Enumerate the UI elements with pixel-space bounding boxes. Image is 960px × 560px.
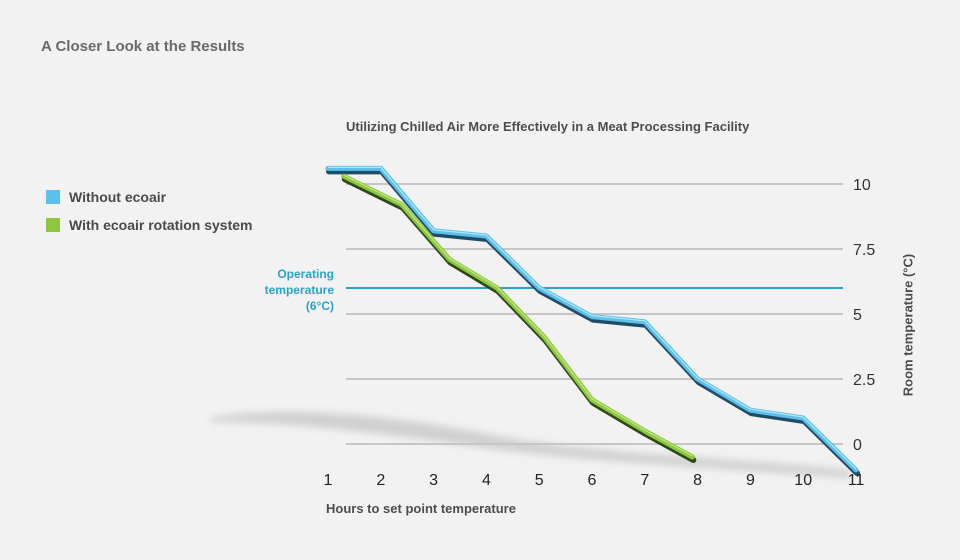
x-tick-label-9: 10: [794, 472, 812, 489]
legend-swatch-without-ecoair: [46, 190, 60, 204]
legend-item-with-ecoair: With ecoair rotation system: [46, 211, 252, 239]
x-tick-label-4: 5: [535, 472, 544, 489]
y-tick-label-0: 0: [853, 437, 862, 454]
x-tick-label-7: 8: [693, 472, 702, 489]
y-tick-label-4: 10: [853, 177, 871, 194]
operating-temperature-label-line-1: Operating: [277, 267, 334, 281]
series-0: [325, 165, 860, 476]
x-tick-label-1: 2: [376, 472, 385, 489]
series-line-1: [341, 173, 695, 460]
x-axis-label: Hours to set point temperature: [326, 501, 516, 516]
legend-item-without-ecoair: Without ecoair: [46, 183, 252, 211]
series-1: [341, 173, 697, 463]
legend-swatch-with-ecoair: [46, 218, 60, 232]
x-tick-label-5: 6: [588, 472, 597, 489]
x-axis-ticks: 1 2 3 4 5 6 7 8 9 10 11: [324, 472, 865, 489]
series-line-highlight-0: [328, 166, 857, 470]
chart-series: [325, 165, 860, 476]
y-axis-label: Room temperature (°C): [900, 253, 916, 397]
y-axis-ticks: 0 2.5 5 7.5 10: [853, 177, 875, 454]
operating-temperature-label-line-3: (6°C): [305, 299, 334, 313]
x-tick-label-0: 1: [324, 472, 333, 489]
series-line-highlight-1: [343, 174, 693, 457]
operating-temperature-label-line-2: temperature: [264, 283, 334, 297]
y-tick-label-2: 5: [853, 307, 862, 324]
chart-title: Utilizing Chilled Air More Effectively i…: [346, 119, 750, 134]
x-tick-label-2: 3: [429, 472, 438, 489]
x-tick-label-10: 11: [848, 472, 865, 489]
chart-legend: Without ecoair With ecoair rotation syst…: [46, 183, 252, 239]
legend-label-with-ecoair: With ecoair rotation system: [69, 217, 253, 233]
y-tick-label-1: 2.5: [853, 372, 875, 389]
chart-gridlines: [346, 183, 843, 445]
page-heading: A Closer Look at the Results: [41, 38, 245, 55]
operating-temperature-label: Operating temperature (6°C): [224, 266, 334, 314]
legend-label-without-ecoair: Without ecoair: [69, 189, 167, 205]
x-tick-label-8: 9: [746, 472, 755, 489]
x-tick-label-3: 4: [482, 472, 491, 489]
x-tick-label-6: 7: [640, 472, 649, 489]
y-tick-label-3: 7.5: [853, 242, 875, 259]
